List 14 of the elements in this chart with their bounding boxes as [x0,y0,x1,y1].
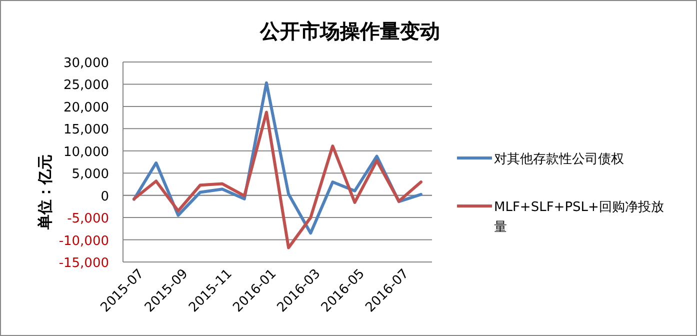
legend-label: MLF+SLF+PSL+回购净投放量 [494,200,664,235]
y-tick-label: -10,000 [58,234,109,249]
y-tick-label: 15,000 [64,122,109,138]
y-tick-label: 30,000 [64,56,109,71]
y-tick-label: 25,000 [64,78,109,94]
y-tick-label: -15,000 [58,256,109,271]
y-tick-label: 5,000 [72,167,109,182]
legend-label: 对其他存款性公司债权 [494,152,624,167]
y-tick-label: 10,000 [64,144,109,160]
y-tick-label: 0 [100,189,109,204]
y-tick-label: 20,000 [64,100,109,116]
y-tick-label: -5,000 [67,212,109,227]
chart-title: 公开市场操作量变动 [259,19,440,43]
y-axis-title: 单位：亿元 [36,154,54,230]
